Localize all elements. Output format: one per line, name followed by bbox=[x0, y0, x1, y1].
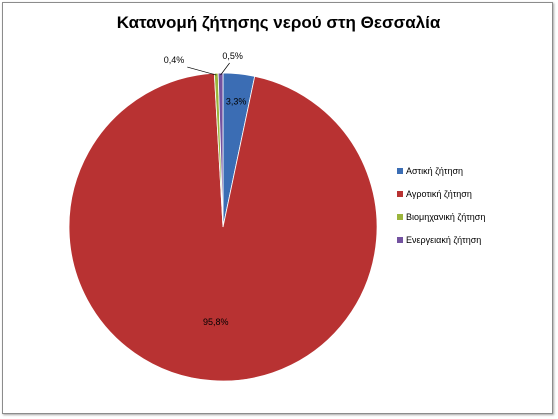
legend-item-2: Αγροτική ζήτηση bbox=[397, 182, 547, 205]
data-label-2: 95,8% bbox=[203, 317, 229, 327]
leader-lines bbox=[187, 62, 230, 76]
data-labels: 3,3% 95,8% 0,4% 0,5% bbox=[164, 51, 247, 327]
legend-item-3: Βιομηχανική ζήτηση bbox=[397, 205, 547, 228]
data-label-3: 0,4% bbox=[164, 55, 185, 65]
pie-chart: 3,3% 95,8% 0,4% 0,5% bbox=[68, 51, 378, 382]
legend-swatch-1 bbox=[397, 167, 403, 174]
leader-line-4 bbox=[220, 62, 230, 76]
chart-title: Κατανομή ζήτησης νερού στη Θεσσαλία bbox=[116, 13, 441, 32]
pie-slice-2 bbox=[68, 72, 378, 382]
legend-item-4: Ενεργειακή ζήτηση bbox=[397, 228, 547, 251]
legend-label-1: Αστική ζήτηση bbox=[406, 165, 464, 176]
leader-line-3 bbox=[187, 66, 217, 76]
legend-label-2: Αγροτική ζήτηση bbox=[406, 188, 472, 199]
pie-slice-4 bbox=[217, 72, 224, 228]
data-label-1: 3,3% bbox=[226, 96, 247, 106]
pie-slices bbox=[68, 72, 378, 382]
legend-label-3: Βιομηχανική ζήτηση bbox=[406, 211, 486, 222]
data-label-4: 0,5% bbox=[222, 51, 243, 61]
legend-swatch-3 bbox=[397, 213, 403, 220]
legend-swatch-4 bbox=[397, 236, 403, 243]
legend-item-1: Αστική ζήτηση bbox=[397, 159, 547, 182]
chart-frame: Κατανομή ζήτησης νερού στη Θεσσαλία 3,3%… bbox=[2, 2, 553, 414]
legend-label-4: Ενεργειακή ζήτηση bbox=[406, 234, 482, 245]
legend: Αστική ζήτηση Αγροτική ζήτηση Βιομηχανική … bbox=[397, 159, 547, 251]
legend-swatch-2 bbox=[397, 190, 403, 197]
